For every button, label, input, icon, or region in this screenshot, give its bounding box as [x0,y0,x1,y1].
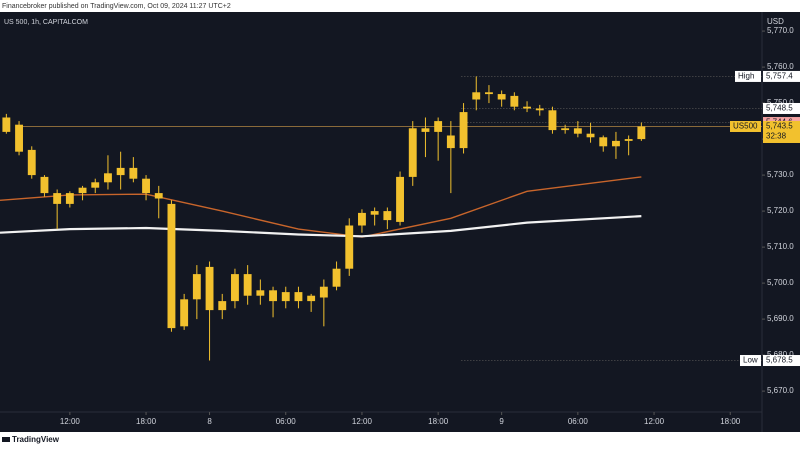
candle-body [231,274,239,302]
candle-body [91,182,100,188]
candle-body [27,149,36,176]
candle-body [561,128,570,131]
candle-body [154,193,163,199]
candle-body [408,128,417,177]
y-tick-label: 5,710.0 [767,242,794,251]
y-tick-label: 5,690.0 [767,314,794,323]
candle-body [142,178,150,194]
price-tag-title-box [730,120,761,132]
price-tag-title: Low [743,356,758,365]
y-tick-label: 5,700.0 [767,278,794,287]
price-tag-label: 5,748.5 [766,104,793,113]
candle-body [53,193,62,204]
candle-body [535,108,544,111]
candle-body [116,167,125,176]
candle-body [129,167,138,179]
candle-body [65,193,74,204]
price-tag-label: 5,743.5 [766,122,793,131]
candle-body [358,212,366,226]
candle-body [269,290,277,302]
x-tick-label: 18:00 [136,417,157,426]
candle-body [2,117,11,132]
y-tick-label: 5,770.0 [767,26,794,35]
price-tag [763,70,800,82]
candle-body [446,135,455,149]
candle-body [205,266,214,311]
byline: Financebroker published on TradingView.c… [2,3,231,10]
y-tick-label: 5,680.0 [767,350,794,359]
candle-body [510,95,519,107]
candle-body [599,137,608,147]
byline-bar [0,0,800,12]
candle-body [167,203,176,329]
moving-average [0,215,642,238]
x-tick-label: 12:00 [644,417,665,426]
candle-body [396,176,404,222]
candle-body [523,106,531,109]
candle-body [218,301,227,311]
candle-body [243,274,252,296]
candle-body [421,128,430,132]
x-tick-label: 06:00 [276,417,297,426]
candle-body [434,121,443,132]
candle-body [192,274,201,300]
x-tick-label: 18:00 [720,417,741,426]
y-tick-label: 5,750.0 [767,98,794,107]
price-tag-title: High [738,72,754,81]
candle-body [548,110,557,131]
candle-body [40,176,49,194]
candle-body [624,139,633,141]
y-tick-label: 5,760.0 [767,62,794,71]
candle-body [332,268,341,287]
price-tag [763,355,800,367]
price-tag-label: 5,678.5 [766,356,793,365]
candle-body [256,290,265,296]
candle-body [637,126,646,140]
candle-body [472,92,481,100]
x-tick-label: 9 [499,417,504,426]
brand-logo [2,437,10,442]
brand: TradingView [12,435,60,444]
candle-body [307,295,316,302]
y-tick-label: 5,670.0 [767,386,794,395]
candle-body [15,124,23,152]
x-tick-label: 8 [207,417,212,426]
x-tick-label: 18:00 [428,417,449,426]
candle-body [485,92,493,95]
candle-body [370,211,379,215]
candle-body [612,140,620,147]
candle-body [497,94,506,100]
candle-body [294,292,303,302]
x-tick-label: 06:00 [568,417,589,426]
y-tick-label: 5,720.0 [767,206,794,215]
price-tag-label: 5,757.4 [766,72,793,81]
candle-body [78,187,87,194]
price-tag-title: US500 [733,122,758,131]
price-tag-title-box [740,355,761,367]
y-tick-label: 5,730.0 [767,170,794,179]
candle-body [180,299,189,327]
countdown: 32:38 [766,132,787,141]
candle-body [104,173,112,183]
chart-title: US 500, 1h, CAPITALCOM [4,19,88,26]
candle-body [345,225,354,269]
x-tick-label: 12:00 [60,417,81,426]
moving-average [0,176,642,238]
price-tag [763,120,800,143]
candle-body [586,133,595,138]
price-tag [763,102,800,114]
candle-body [459,112,468,149]
candle-body [319,286,328,298]
price-tag-title-box [735,70,761,82]
candle-body [281,292,290,302]
candle-body [573,128,582,134]
x-tick-label: 12:00 [352,417,373,426]
currency: USD [767,17,784,26]
candle-body [383,211,392,221]
